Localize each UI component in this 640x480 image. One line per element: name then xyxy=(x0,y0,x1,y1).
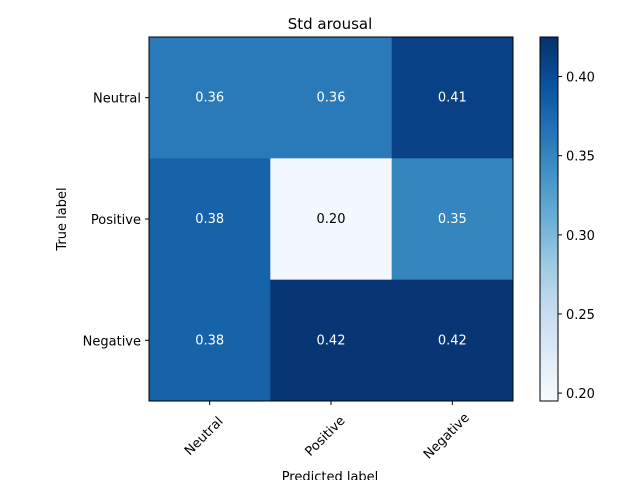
heatmap-cell xyxy=(391,37,514,159)
y-tick-label: Positive xyxy=(91,213,141,228)
cell-value-label: 0.35 xyxy=(438,212,467,227)
colorbar-ticks: 0.20 0.25 0.30 0.35 0.40 xyxy=(558,71,595,402)
x-tick-label: Negative xyxy=(421,411,473,463)
colorbar-tick-label: 0.40 xyxy=(566,71,595,86)
heatmap-cell xyxy=(391,158,514,281)
heatmap-cell xyxy=(149,279,271,402)
colorbar-tick-label: 0.35 xyxy=(566,150,595,165)
x-axis-label: Predicted label xyxy=(282,470,379,480)
cell-value-label: 0.38 xyxy=(195,333,224,348)
heatmap-cells: 0.36 0.36 0.41 0.38 0.20 0.35 0.38 0.42 0.42 xyxy=(149,37,514,402)
y-tick-label: Neutral xyxy=(93,92,141,107)
x-tick-label: Positive xyxy=(302,413,348,459)
cell-value-label: 0.38 xyxy=(195,212,224,227)
colorbar-tick-label: 0.20 xyxy=(566,387,595,402)
y-tick-label: Negative xyxy=(83,334,141,349)
heatmap-cell xyxy=(391,279,514,402)
heatmap-cell xyxy=(270,158,393,281)
heatmap-cell xyxy=(149,37,271,159)
cell-value-label: 0.42 xyxy=(438,333,467,348)
colorbar: 0.20 0.25 0.30 0.35 0.40 xyxy=(539,36,595,402)
cell-value-label: 0.41 xyxy=(438,91,467,106)
cell-value-label: 0.36 xyxy=(317,91,346,106)
colorbar-gradient xyxy=(539,36,559,402)
cell-value-label: 0.42 xyxy=(317,333,346,348)
cell-value-label: 0.20 xyxy=(317,212,346,227)
colorbar-tick-label: 0.30 xyxy=(566,229,595,244)
colorbar-tick-label: 0.25 xyxy=(566,308,595,323)
chart-title: Std arousal xyxy=(288,15,373,33)
cell-value-label: 0.36 xyxy=(195,91,224,106)
y-axis-ticks: Neutral Positive Negative xyxy=(83,92,149,349)
heatmap-cell xyxy=(149,158,271,281)
heatmap-cell xyxy=(270,37,393,159)
x-tick-label: Neutral xyxy=(182,414,227,459)
x-axis-ticks: Neutral Positive Negative xyxy=(182,401,473,462)
y-axis-label: True label xyxy=(55,187,70,251)
heatmap-cell xyxy=(270,279,393,402)
